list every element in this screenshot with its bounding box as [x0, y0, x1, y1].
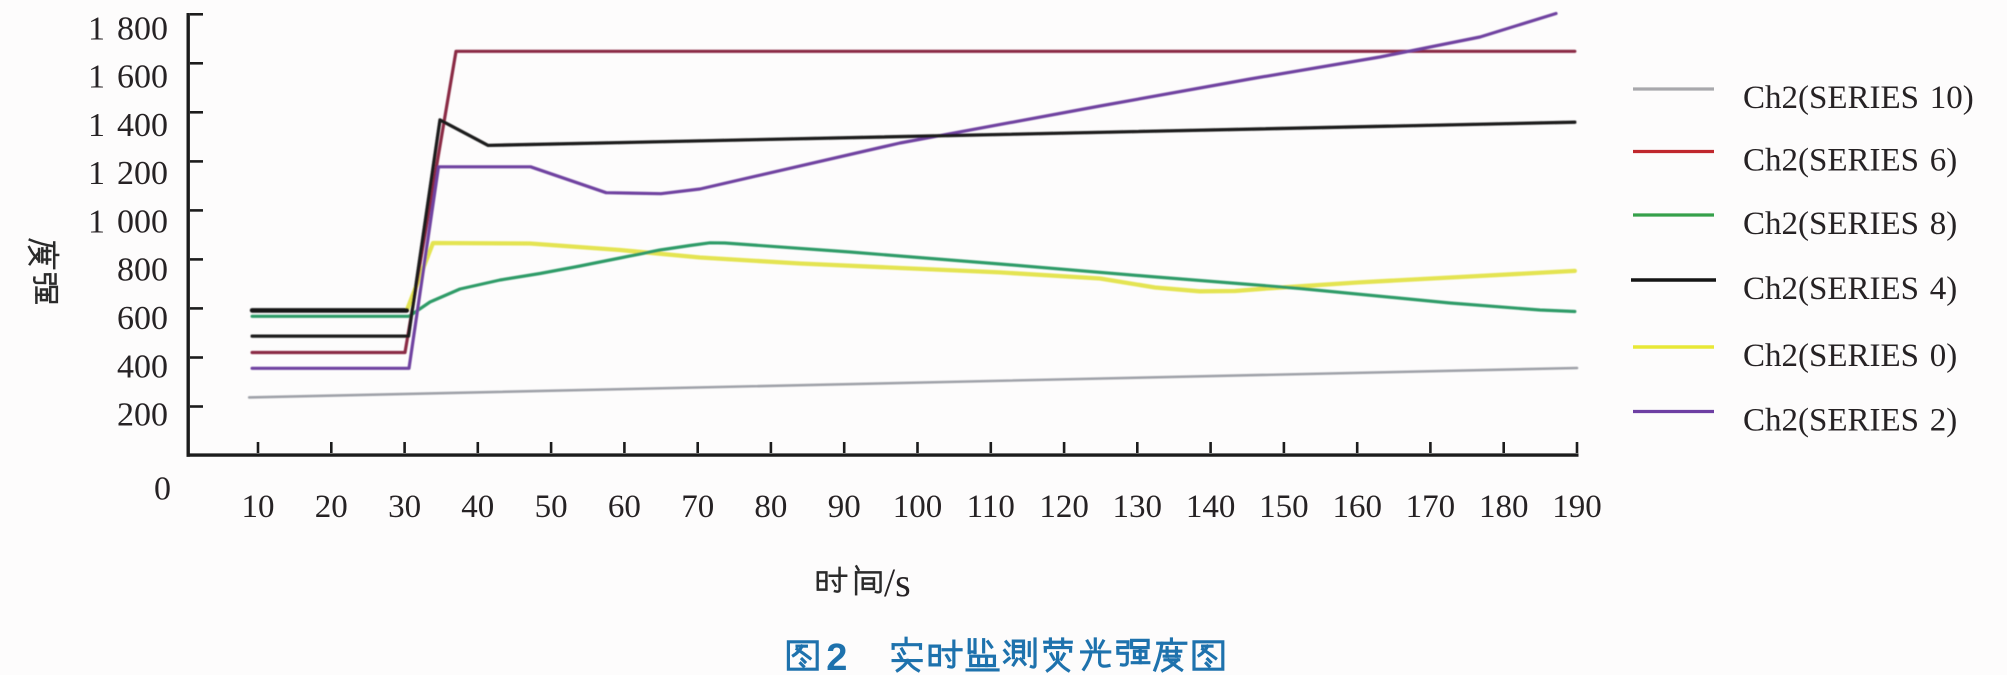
svg-text:90: 90: [828, 489, 861, 525]
svg-text:1 200: 1 200: [88, 155, 168, 192]
svg-text:800: 800: [117, 252, 168, 289]
svg-text:2: 2: [826, 637, 847, 675]
svg-text:Ch2(SERIES 4): Ch2(SERIES 4): [1743, 271, 1957, 307]
svg-text:70: 70: [681, 489, 714, 525]
svg-text:190: 190: [1552, 489, 1602, 525]
svg-text:Ch2(SERIES 0): Ch2(SERIES 0): [1743, 338, 1957, 374]
svg-text:Ch2(SERIES 8): Ch2(SERIES 8): [1743, 206, 1957, 242]
svg-text:Ch2(SERIES 10): Ch2(SERIES 10): [1743, 80, 1974, 116]
svg-text:1 400: 1 400: [88, 107, 168, 144]
svg-text:140: 140: [1186, 489, 1236, 525]
svg-text:50: 50: [535, 489, 568, 525]
svg-text:130: 130: [1113, 489, 1163, 525]
svg-text:40: 40: [461, 489, 494, 525]
svg-text:150: 150: [1259, 489, 1309, 525]
svg-text:200: 200: [117, 397, 168, 434]
svg-text:100: 100: [893, 489, 943, 525]
svg-text:400: 400: [117, 348, 168, 385]
svg-text:0: 0: [154, 471, 171, 508]
svg-text:170: 170: [1406, 489, 1456, 525]
svg-text:20: 20: [315, 489, 348, 525]
svg-text:120: 120: [1039, 489, 1089, 525]
svg-text:1 000: 1 000: [88, 204, 168, 241]
svg-text:30: 30: [388, 489, 421, 525]
svg-text:110: 110: [967, 489, 1015, 525]
svg-text:60: 60: [608, 489, 641, 525]
svg-text:180: 180: [1479, 489, 1529, 525]
svg-text:Ch2(SERIES 2): Ch2(SERIES 2): [1743, 403, 1957, 439]
svg-text:600: 600: [117, 300, 168, 337]
svg-text:160: 160: [1332, 489, 1382, 525]
svg-text:Ch2(SERIES 6): Ch2(SERIES 6): [1743, 143, 1957, 179]
svg-text:10: 10: [242, 489, 275, 525]
svg-text:1 800: 1 800: [88, 10, 168, 47]
svg-text:1 600: 1 600: [88, 59, 168, 96]
svg-text:80: 80: [754, 489, 787, 525]
svg-text:/s: /s: [884, 560, 911, 605]
